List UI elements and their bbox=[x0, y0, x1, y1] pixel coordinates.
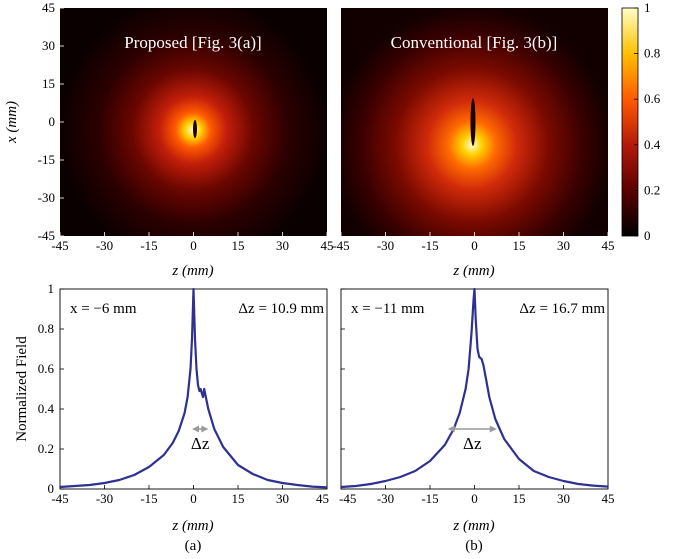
annotation-x-position: x = −6 mm bbox=[70, 301, 137, 317]
x-tick-label: -30 bbox=[377, 238, 394, 253]
colorbar-tick-label: 0.2 bbox=[644, 182, 660, 197]
x-tick-label: 45 bbox=[602, 238, 615, 253]
x-tick-label: 45 bbox=[321, 238, 334, 253]
x-tick-label: 0 bbox=[190, 238, 197, 253]
x-tick-label: -45 bbox=[339, 491, 356, 506]
heatmap-left-null-slit bbox=[193, 120, 197, 138]
colorbar-tick-label: 0.8 bbox=[644, 46, 660, 61]
delta-z-arrowhead-right bbox=[489, 425, 497, 433]
heatmap-left-field bbox=[60, 8, 327, 236]
heatmap-right-title: Conventional [Fig. 3(b)] bbox=[391, 33, 558, 52]
x-tick-label: -45 bbox=[51, 238, 68, 253]
colorbar-tick-label: 1 bbox=[644, 0, 651, 15]
x-tick-label: 30 bbox=[557, 238, 570, 253]
line-panel-right-frame bbox=[340, 288, 609, 490]
x-tick-label: 15 bbox=[513, 238, 526, 253]
y-tick-label: 15 bbox=[42, 76, 55, 91]
y-tick-label: 0.8 bbox=[38, 321, 54, 336]
heatmap-left-xlabel: z (mm) bbox=[171, 263, 213, 279]
normalized-field-line bbox=[59, 287, 328, 489]
delta-z-arrowhead-left bbox=[192, 425, 200, 433]
x-tick-label: -15 bbox=[421, 238, 438, 253]
y-tick-label: 0.2 bbox=[38, 441, 54, 456]
y-tick-label: 0.6 bbox=[38, 361, 55, 376]
x-tick-label: -15 bbox=[421, 491, 438, 506]
x-tick-label: 30 bbox=[557, 491, 570, 506]
colorbar-scale bbox=[621, 7, 639, 237]
x-tick-label: -45 bbox=[51, 491, 68, 506]
x-tick-label: 45 bbox=[602, 491, 615, 506]
x-tick-label: -30 bbox=[377, 491, 394, 506]
line-left-xlabel: z (mm) bbox=[171, 518, 213, 534]
colorbar-tick-label: 0.4 bbox=[644, 137, 661, 152]
x-tick-label: -30 bbox=[96, 491, 113, 506]
x-tick-label: -30 bbox=[96, 238, 113, 253]
x-tick-label: 15 bbox=[513, 491, 526, 506]
heatmap-right: Conventional [Fig. 3(b)] bbox=[341, 8, 608, 236]
x-tick-label: -45 bbox=[332, 238, 349, 253]
delta-z-label: Δz bbox=[463, 434, 482, 453]
line-series: Δz x = −6 mm Δz = 10.9 mm Δz x = −11 mm Δz = … bbox=[59, 287, 609, 489]
colorbar: 0 0.2 0.4 0.6 0.8 1 bbox=[621, 0, 661, 243]
delta-z-label: Δz bbox=[191, 434, 210, 453]
delta-z-arrowhead-left bbox=[447, 425, 455, 433]
heatmap-right-xlabel: z (mm) bbox=[452, 263, 494, 279]
x-tick-label: 30 bbox=[276, 491, 289, 506]
line-left-ylabel: Normalized Field bbox=[14, 336, 30, 442]
x-tick-label: 15 bbox=[232, 238, 245, 253]
x-tick-label: 45 bbox=[316, 491, 329, 506]
heatmap-left-title: Proposed [Fig. 3(a)] bbox=[124, 33, 261, 52]
annotation-delta-z-value: Δz = 10.9 mm bbox=[238, 301, 324, 317]
y-tick-label: -30 bbox=[38, 190, 55, 205]
y-tick-label: 30 bbox=[42, 38, 55, 53]
y-tick-label: 1 bbox=[48, 281, 55, 296]
x-tick-label: 15 bbox=[232, 491, 245, 506]
y-tick-label: 0 bbox=[49, 114, 56, 129]
x-tick-label: 30 bbox=[276, 238, 289, 253]
x-tick-label: -15 bbox=[140, 238, 157, 253]
colorbar-tick-label: 0.6 bbox=[644, 91, 661, 106]
y-tick-label: 0.4 bbox=[38, 401, 55, 416]
annotation-delta-z-value: Δz = 16.7 mm bbox=[519, 301, 605, 317]
caption-a: (a) bbox=[185, 538, 202, 554]
y-tick-label: 0 bbox=[48, 481, 55, 496]
x-tick-label: 0 bbox=[190, 491, 197, 506]
caption-b: (b) bbox=[465, 538, 483, 554]
heatmap-left: Proposed [Fig. 3(a)] bbox=[60, 8, 327, 236]
x-tick-label: 0 bbox=[471, 238, 478, 253]
y-tick-label: -45 bbox=[38, 228, 55, 243]
delta-z-arrowhead-right bbox=[201, 425, 209, 433]
heatmap-right-null-slit bbox=[470, 98, 476, 146]
x-tick-label: -15 bbox=[140, 491, 157, 506]
colorbar-ticks: 0 0.2 0.4 0.6 0.8 1 bbox=[634, 0, 661, 243]
normalized-field-line bbox=[340, 287, 609, 489]
y-tick-label: -15 bbox=[38, 152, 55, 167]
line-right-xlabel: z (mm) bbox=[452, 518, 494, 534]
heatmap-left-ylabel: x (mm) bbox=[4, 101, 20, 144]
y-tick-label: 45 bbox=[42, 0, 55, 15]
axis-ticks: -45 -30 -15 0 15 30 45-45 -30 -15 0 15 30 45-45 -30 -1… bbox=[38, 0, 615, 506]
x-tick-label: 0 bbox=[471, 491, 478, 506]
colorbar-tick-label: 0 bbox=[644, 228, 651, 243]
annotation-x-position: x = −11 mm bbox=[351, 301, 425, 317]
